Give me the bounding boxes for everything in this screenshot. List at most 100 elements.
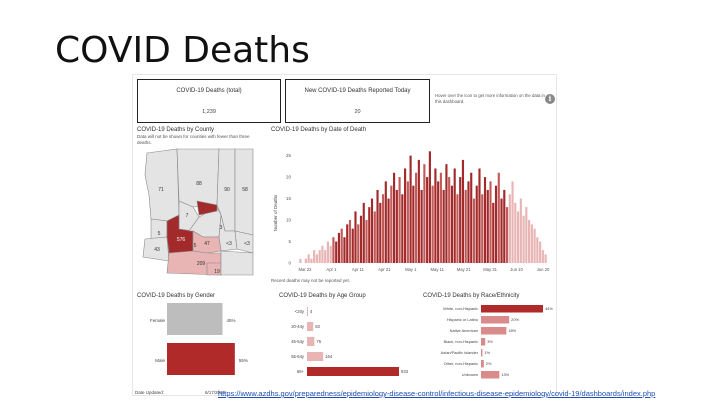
timeline-bar: [445, 164, 448, 263]
race-chart: White, non-Hispanic 44% Hispanic or Latino…: [441, 305, 553, 379]
timeline-chart: Number of Deaths 0 5 10 15 20 25 Mar 22 Apr 1 Apr…: [273, 151, 550, 272]
age-bar: [307, 337, 315, 346]
map-label: 7: [186, 213, 189, 219]
timeline-bar: [539, 241, 542, 263]
info-icon[interactable]: i: [545, 94, 555, 104]
gender-bar: [167, 343, 235, 375]
timeline-bar: [348, 220, 352, 263]
timeline-note: Recent deaths may not be reported yet.: [271, 278, 351, 283]
timeline-xtick: Apr 1: [326, 267, 337, 272]
age-value-label: 164: [325, 354, 333, 359]
timeline-bar: [326, 241, 330, 263]
timeline-bar: [412, 185, 415, 263]
timeline-bar: [343, 237, 346, 263]
gender-category: Female: [150, 318, 166, 323]
timeline-bar: [492, 202, 495, 263]
race-bar: [481, 338, 486, 346]
timeline-bar: [398, 177, 401, 263]
map-label: 5: [194, 243, 197, 249]
timeline-bar: [494, 185, 498, 263]
map-label: 576: [177, 237, 186, 243]
timeline-bar: [404, 168, 407, 263]
gender-value-label: 45%: [227, 318, 236, 323]
timeline-bar: [313, 250, 316, 263]
timeline-xtick: May 11: [431, 267, 445, 272]
timeline-ytick: 0: [288, 261, 291, 266]
map-label: 19: [214, 269, 220, 275]
timeline-bar: [514, 202, 517, 263]
timeline-bar: [376, 189, 379, 263]
timeline-bar: [392, 172, 396, 263]
map-label: <3: [226, 241, 232, 247]
timeline-bar: [426, 177, 429, 263]
timeline-bar: [415, 172, 418, 263]
timeline-bar: [439, 172, 442, 263]
kpi-new-value: 20: [354, 109, 361, 115]
timeline-bar: [528, 220, 531, 263]
source-link[interactable]: https://www.azdhs.gov/preparedness/epide…: [218, 389, 656, 398]
county-coconino: [176, 148, 220, 208]
timeline-bar: [503, 189, 506, 263]
race-bar: [481, 349, 483, 357]
map-label: 47: [204, 241, 210, 247]
timeline-bar: [481, 194, 484, 263]
race-value-label: 18%: [508, 328, 516, 333]
date-updated-value: 6/17/2020: [205, 390, 226, 395]
age-category: 20-44y: [291, 324, 305, 329]
race-category: Native American: [450, 328, 478, 333]
age-bar: [307, 352, 324, 361]
slide-title: COVID Deaths: [55, 30, 310, 71]
county-title: COVID-19 Deaths by County: [137, 127, 215, 133]
timeline-xtick: May 21: [457, 267, 471, 272]
map-label: 209: [197, 261, 206, 267]
timeline-bar: [329, 245, 332, 263]
race-value-label: 20%: [511, 317, 519, 322]
timeline-bar: [318, 250, 321, 263]
timeline-bar: [522, 215, 525, 263]
race-category: White, non-Hispanic: [443, 306, 478, 311]
county-cochise: [220, 250, 254, 276]
timeline-bar: [442, 189, 445, 263]
map-label: 88: [196, 181, 202, 187]
timeline-bar: [500, 198, 503, 263]
timeline-bar: [461, 159, 465, 263]
timeline-bar: [459, 177, 462, 263]
timeline-bar: [340, 228, 343, 263]
kpi-total-label: COVID-19 Deaths (total): [176, 88, 242, 94]
timeline-bar: [541, 250, 544, 263]
timeline-bar: [379, 202, 382, 263]
age-title: COVID-19 Deaths by Age Group: [279, 293, 366, 299]
timeline-bar: [417, 159, 420, 263]
age-bar: [307, 307, 308, 316]
timeline-ytick: 20: [286, 175, 292, 180]
timeline-bar: [516, 211, 520, 263]
timeline-bar: [472, 198, 476, 263]
timeline-bar: [450, 185, 454, 263]
timeline-ytick: 10: [286, 218, 292, 223]
timeline-bar: [505, 207, 509, 263]
map-label: 3: [220, 225, 223, 231]
timeline-bar: [467, 181, 470, 263]
gender-value-label: 55%: [239, 358, 248, 363]
timeline-bar: [456, 194, 459, 263]
race-bar: [481, 316, 510, 324]
timeline-bar: [332, 237, 335, 263]
timeline-bar: [310, 258, 313, 263]
timeline-ytick: 15: [286, 196, 292, 201]
timeline-bar: [428, 151, 431, 263]
date-updated-label: Date Updated:: [135, 390, 165, 395]
race-bar: [481, 360, 484, 368]
timeline-bar: [478, 168, 481, 263]
timeline-bar: [489, 181, 492, 263]
timeline-bar: [362, 202, 365, 263]
kpi-total-deaths: COVID-19 Deaths (total) 1,239: [137, 79, 281, 123]
timeline-bar: [390, 185, 393, 263]
timeline-bar: [335, 241, 338, 263]
race-bar: [481, 305, 543, 313]
timeline-bar: [401, 194, 404, 263]
age-category: <20y: [295, 309, 305, 314]
hover-note: Hover over the icon to get more informat…: [435, 93, 545, 104]
timeline-xtick: May 1: [405, 267, 417, 272]
timeline-xtick: Jun 10: [510, 267, 523, 272]
county-note: Data will not be shown for counties with…: [137, 134, 250, 145]
